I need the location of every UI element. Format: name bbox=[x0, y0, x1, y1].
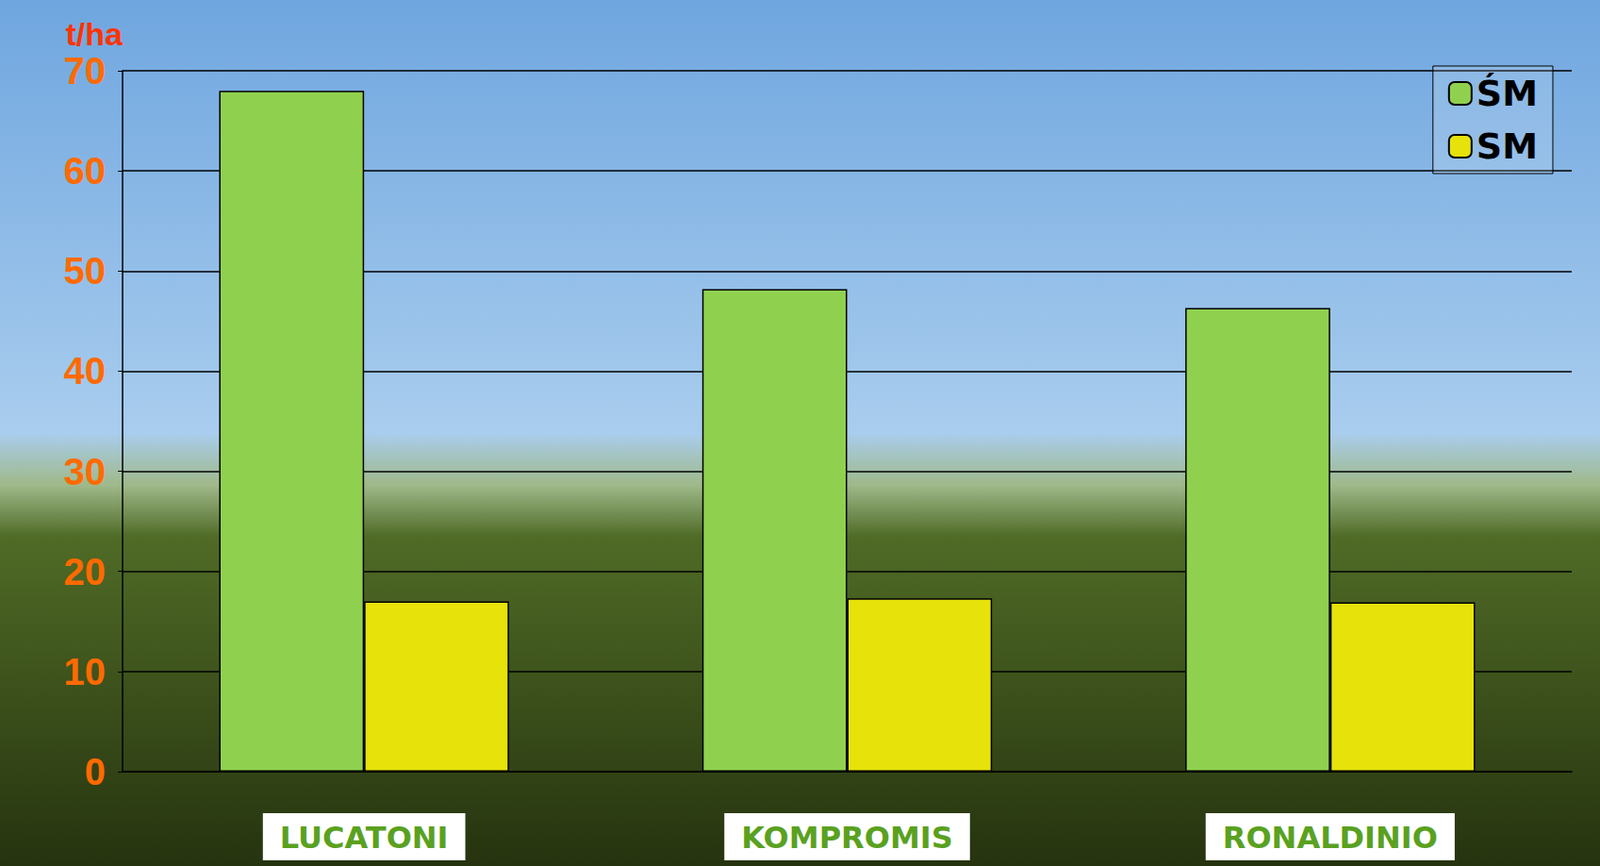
svg-text:0: 0 bbox=[84, 750, 106, 792]
svg-text:RONALDINIO: RONALDINIO bbox=[1222, 819, 1438, 856]
svg-text:SM: SM bbox=[1476, 125, 1538, 167]
svg-text:70: 70 bbox=[64, 49, 107, 92]
svg-text:60: 60 bbox=[64, 149, 107, 192]
svg-text:t/ha: t/ha bbox=[65, 16, 125, 52]
svg-text:40: 40 bbox=[64, 349, 107, 392]
svg-text:20: 20 bbox=[64, 550, 107, 593]
svg-text:LUCATONI: LUCATONI bbox=[280, 819, 449, 856]
svg-text:ŚM: ŚM bbox=[1476, 72, 1538, 115]
svg-text:KOMPROMIS: KOMPROMIS bbox=[741, 819, 954, 856]
svg-text:30: 30 bbox=[64, 450, 107, 493]
svg-text:50: 50 bbox=[64, 249, 107, 292]
svg-text:10: 10 bbox=[64, 650, 107, 693]
